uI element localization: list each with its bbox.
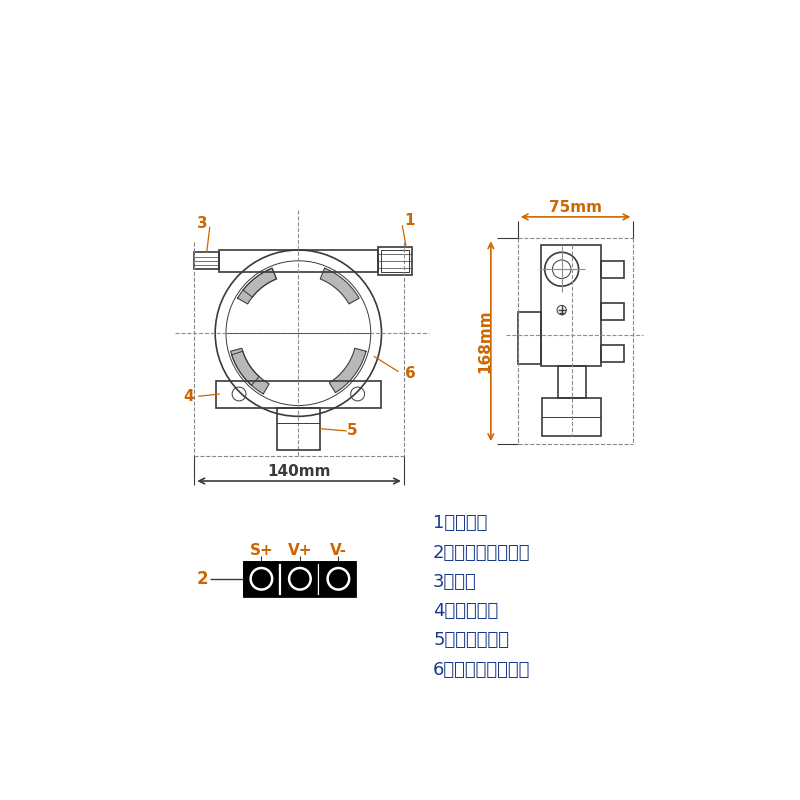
Text: 75mm: 75mm — [549, 200, 602, 215]
Polygon shape — [230, 348, 269, 394]
Text: V-: V- — [330, 542, 347, 558]
Bar — [216, 381, 381, 408]
Text: 6、传感器接线端子: 6、传感器接线端子 — [433, 661, 530, 678]
Bar — [601, 303, 624, 320]
Text: 1: 1 — [405, 214, 415, 228]
Text: 2、变送器接线端子: 2、变送器接线端子 — [433, 544, 530, 562]
Text: 4: 4 — [183, 389, 194, 404]
Text: 5、气敏传感器: 5、气敏传感器 — [433, 631, 509, 650]
Bar — [322, 562, 355, 596]
Bar — [277, 408, 320, 450]
Bar — [378, 247, 412, 274]
Bar — [601, 261, 624, 278]
Bar — [219, 250, 378, 271]
Text: 1、入线孔: 1、入线孔 — [433, 514, 487, 532]
Bar — [518, 312, 541, 364]
Bar — [381, 250, 410, 271]
Text: S+: S+ — [250, 542, 274, 558]
Text: 3: 3 — [197, 215, 207, 230]
Bar — [194, 252, 219, 270]
Text: 5: 5 — [347, 423, 358, 438]
Bar — [542, 398, 601, 436]
Text: 2: 2 — [196, 570, 208, 588]
Polygon shape — [320, 268, 359, 304]
Bar — [245, 562, 355, 596]
Text: 4、安装支架: 4、安装支架 — [433, 602, 498, 620]
Bar — [541, 245, 601, 366]
Polygon shape — [232, 351, 259, 386]
Bar — [283, 562, 317, 596]
Text: 168mm: 168mm — [477, 310, 492, 373]
Text: 6: 6 — [405, 366, 415, 381]
Text: 140mm: 140mm — [267, 464, 331, 479]
Text: 3、堵头: 3、堵头 — [433, 573, 477, 591]
Polygon shape — [330, 348, 366, 393]
Polygon shape — [243, 268, 277, 297]
Bar — [558, 366, 586, 398]
Bar — [601, 346, 624, 362]
Polygon shape — [238, 268, 277, 304]
Text: V+: V+ — [288, 542, 312, 558]
Bar — [245, 562, 278, 596]
